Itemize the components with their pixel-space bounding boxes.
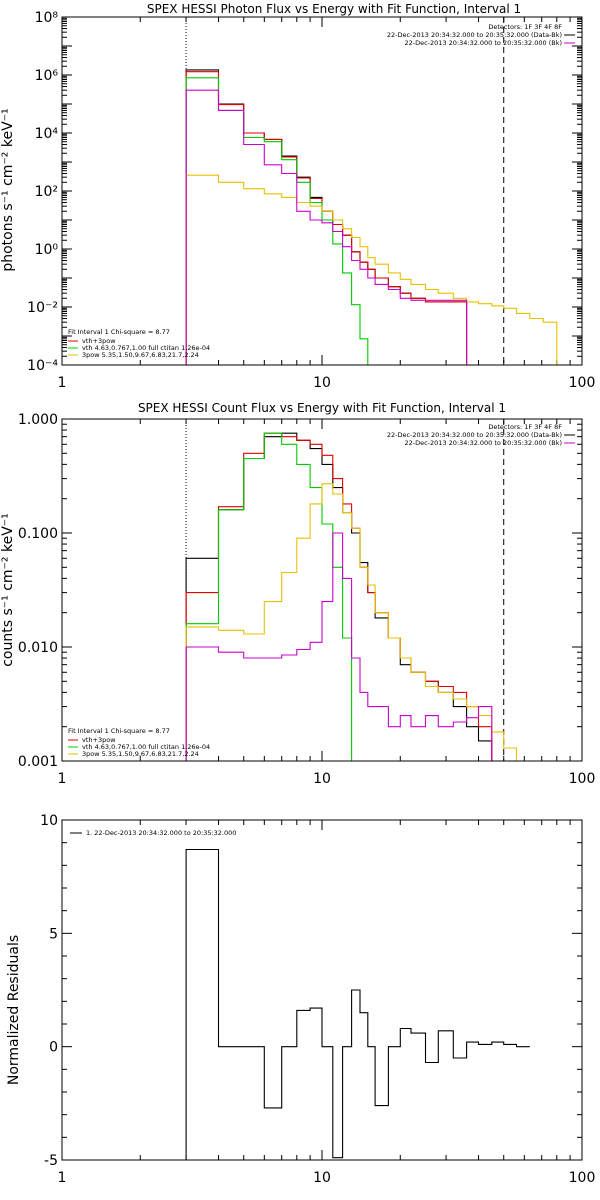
series-vth-3pow [185, 432, 493, 761]
series-bk [185, 89, 468, 365]
y-tick-label: 10⁶ [35, 68, 59, 84]
photon-legend-pow-text: 3pow 5.35,1.50,9.67,6.83,21.7,2.24 [82, 351, 199, 359]
series-vth [185, 77, 376, 366]
y-tick-label: 10⁸ [35, 10, 59, 26]
resid-y-axis-label: Normalized Residuals [6, 935, 22, 1085]
series-vth [185, 432, 360, 762]
x-tick-label: 100 [569, 771, 596, 787]
x-tick-label: 1 [58, 771, 67, 787]
count-legend-bk-text: 22-Dec-2013 20:34:32.000 to 20:35:32.000… [405, 439, 563, 447]
photon-plot-frame [61, 16, 583, 366]
count-legend-data-text: 22-Dec-2013 20:34:32.000 to 20:35:32.000… [387, 431, 562, 439]
y-tick-label: 0.010 [18, 640, 58, 656]
y-tick-label: 10⁴ [35, 126, 59, 142]
photon-fit-header: Fit Interval 1 Chi-square = 8.77 [68, 328, 170, 336]
photon-plot-area: 1 10 100 10⁻⁴ 10⁻² 10⁰ 10² 10⁴ 10⁶ 10⁸ [27, 10, 595, 391]
photon-legend-total-text: vth+3pow [82, 337, 116, 345]
y-tick-label: 1.000 [18, 412, 58, 428]
y-tick-label: 10 [40, 813, 58, 829]
series-data-bk [185, 69, 468, 365]
x-tick-label: 1 [58, 375, 67, 391]
y-tick-label: 5 [49, 926, 58, 942]
photon-y-axis-label: photons s⁻¹ cm⁻² keV⁻¹ [0, 108, 16, 271]
x-tick-label: 100 [569, 375, 596, 391]
y-tick-label: 10⁰ [35, 242, 59, 258]
count-y-axis-label: counts s⁻¹ cm⁻² keV⁻¹ [0, 513, 16, 667]
x-tick-label: 1 [58, 1170, 67, 1186]
y-tick-label: 10⁻² [27, 300, 58, 316]
photon-legend-vth-text: vth 4.63,0.767,1.00 full ctitan 1.26e-04 [82, 344, 210, 352]
series-vth-3pow [185, 71, 468, 365]
series-3pow [185, 483, 530, 762]
resid-plot-frame [61, 819, 583, 1161]
photon-legend-data-text: 22-Dec-2013 20:34:32.000 to 20:35:32.000… [387, 31, 562, 39]
photon-flux-panel: SPEX HESSI Photon Flux vs Energy with Fi… [0, 2, 595, 391]
x-tick-label: 10 [313, 1170, 331, 1186]
count-fit-header: Fit Interval 1 Chi-square = 8.77 [68, 727, 170, 735]
series-3pow [185, 174, 558, 365]
x-tick-label: 10 [313, 375, 331, 391]
photon-legend-bk-text: 22-Dec-2013 20:34:32.000 to 20:35:32.000… [405, 39, 563, 47]
count-flux-panel: SPEX HESSI Count Flux vs Energy with Fit… [0, 401, 595, 787]
resid-legend-text: 1. 22-Dec-2013 20:34:32.000 to 20:35:32.… [86, 829, 236, 837]
y-tick-label: 10⁻⁴ [27, 358, 58, 374]
count-plot-frame [61, 418, 583, 762]
series-bk [185, 532, 493, 761]
y-tick-label: -5 [44, 1153, 58, 1169]
x-tick-label: 100 [569, 1170, 596, 1186]
count-plot-area: 1 10 100 0.001 0.010 0.100 1.000 [18, 412, 595, 787]
resid-plot-area: 1 10 100 -5 0 5 10 [40, 813, 595, 1186]
count-legend-pow-text: 3pow 5.35,1.50,9.67,6.83,21.7,2.24 [82, 750, 199, 758]
residuals-panel: Normalized Residuals 1 10 100 -5 0 5 10 1. 22-… [6, 813, 595, 1186]
photon-detectors-label: Detectors: 1F 3F 4F 8F [488, 23, 562, 31]
x-tick-label: 10 [313, 771, 331, 787]
series-1-22-dec-2013-20-34-32-000-to-20-35-32-000 [185, 848, 530, 1160]
series-data-bk [185, 432, 493, 761]
count-legend-vth-text: vth 4.63,0.767,1.00 full ctitan 1.26e-04 [82, 743, 210, 751]
y-tick-label: 0.001 [18, 754, 58, 770]
y-tick-label: 0.100 [18, 526, 58, 542]
y-tick-label: 10² [35, 184, 58, 200]
count-detectors-label: Detectors: 1F 3F 4F 8F [488, 423, 562, 431]
photon-chart-title: SPEX HESSI Photon Flux vs Energy with Fi… [147, 2, 521, 16]
count-chart-title: SPEX HESSI Count Flux vs Energy with Fit… [138, 401, 506, 415]
y-tick-label: 0 [49, 1040, 58, 1056]
count-legend-total-text: vth+3pow [82, 736, 116, 744]
